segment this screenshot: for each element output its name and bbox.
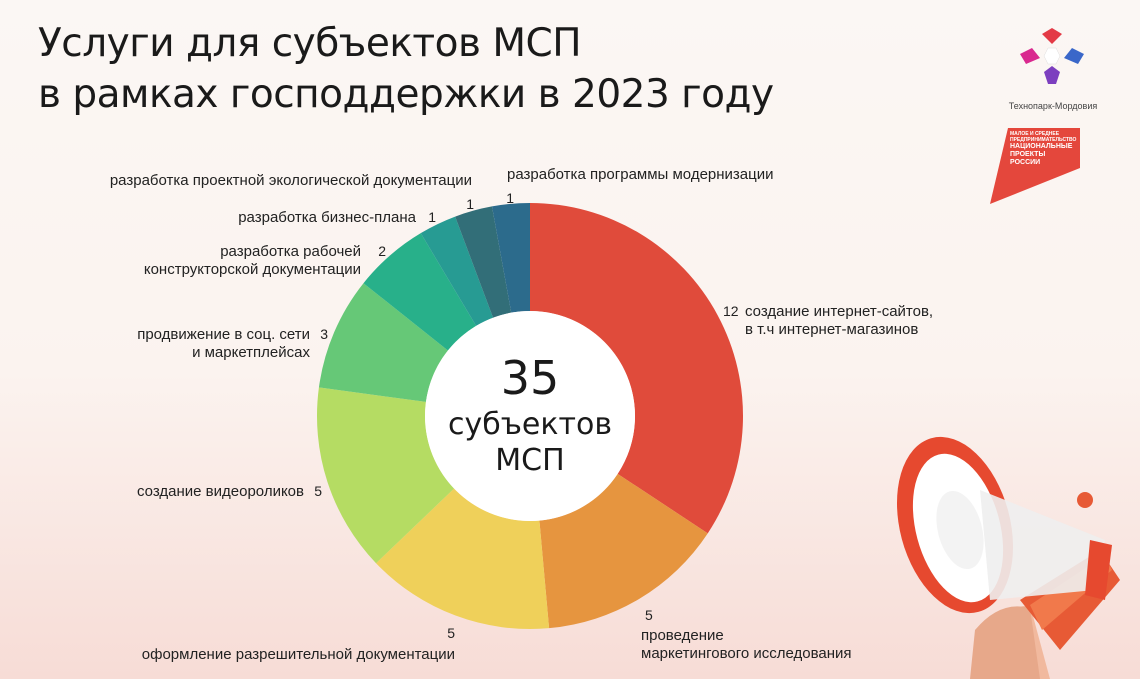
slice-2 [376, 488, 550, 629]
value-label-1: 5 [645, 607, 653, 623]
value-label-5: 2 [378, 243, 386, 259]
np-line-2: ПРЕДПРИНИМАТЕЛЬСТВО [1010, 137, 1077, 143]
category-label-7-line-0: разработка проектной экологической докум… [110, 172, 472, 189]
page-title: Услуги для субъектов МСП в рамках господ… [38, 18, 774, 120]
title-line-2: в рамках господдержки в 2023 году [38, 72, 774, 117]
category-label-2-line-0: оформление разрешительной документации [142, 646, 455, 663]
slice-8 [491, 203, 530, 313]
center-label-line-1: субъектов [448, 407, 612, 442]
category-label-3-line-0: создание видеороликов [137, 483, 304, 500]
np-line-5: РОССИИ [1010, 159, 1041, 166]
slice-5 [363, 233, 477, 351]
donut-slices [317, 203, 744, 629]
value-label-7: 1 [466, 196, 474, 212]
megaphone-illustration [896, 436, 1120, 679]
center-label-line-0: 35 [501, 351, 560, 405]
center-label-line-2: МСП [495, 443, 564, 478]
value-label-3: 5 [314, 483, 322, 499]
np-line-3: НАЦИОНАЛЬНЫЕ [1010, 143, 1073, 150]
category-label-6-line-0: разработка бизнес-плана [238, 209, 416, 226]
slice-3 [317, 387, 455, 564]
category-label-4-line-0: продвижение в соц. сети [137, 326, 310, 343]
national-projects-badge [990, 128, 1080, 204]
slice-7 [455, 206, 512, 318]
np-line-4: ПРОЕКТЫ [1010, 151, 1046, 158]
category-label-0-line-0: создание интернет-сайтов, [745, 303, 933, 320]
np-line-1: МАЛОЕ И СРЕДНЕЕ [1010, 131, 1060, 137]
category-label-8-line-0: разработка программы модернизации [507, 166, 773, 183]
category-label-5-line-0: разработка рабочей [220, 243, 361, 260]
value-label-6: 1 [428, 209, 436, 225]
donut-hole [425, 311, 635, 521]
logo-caption: Технопарк-Мордовия [1008, 101, 1098, 111]
slice-6 [420, 216, 494, 326]
national-projects-text: МАЛОЕ И СРЕДНЕЕ ПРЕДПРИНИМАТЕЛЬСТВО НАЦИ… [1010, 131, 1080, 167]
value-label-2: 5 [447, 625, 455, 641]
category-label-1-line-0: проведение [641, 627, 724, 644]
category-label-5-line-1: конструкторской документации [144, 261, 361, 278]
slice-4 [318, 283, 448, 402]
title-line-1: Услуги для субъектов МСП [38, 21, 582, 66]
value-label-4: 3 [320, 326, 328, 342]
value-label-8: 1 [506, 190, 514, 206]
slice-0 [530, 203, 744, 534]
category-label-1-line-1: маркетингового исследования [641, 645, 852, 662]
category-label-4-line-1: и маркетплейсах [192, 344, 310, 361]
category-label-0-line-1: в т.ч интернет-магазинов [745, 321, 918, 338]
value-label-0: 12 [723, 303, 739, 319]
technopark-logo [1020, 28, 1084, 84]
slice-labels: 12 создание интернет-сайтов,в т.ч интерне… [110, 166, 933, 663]
slice-1 [539, 473, 708, 629]
